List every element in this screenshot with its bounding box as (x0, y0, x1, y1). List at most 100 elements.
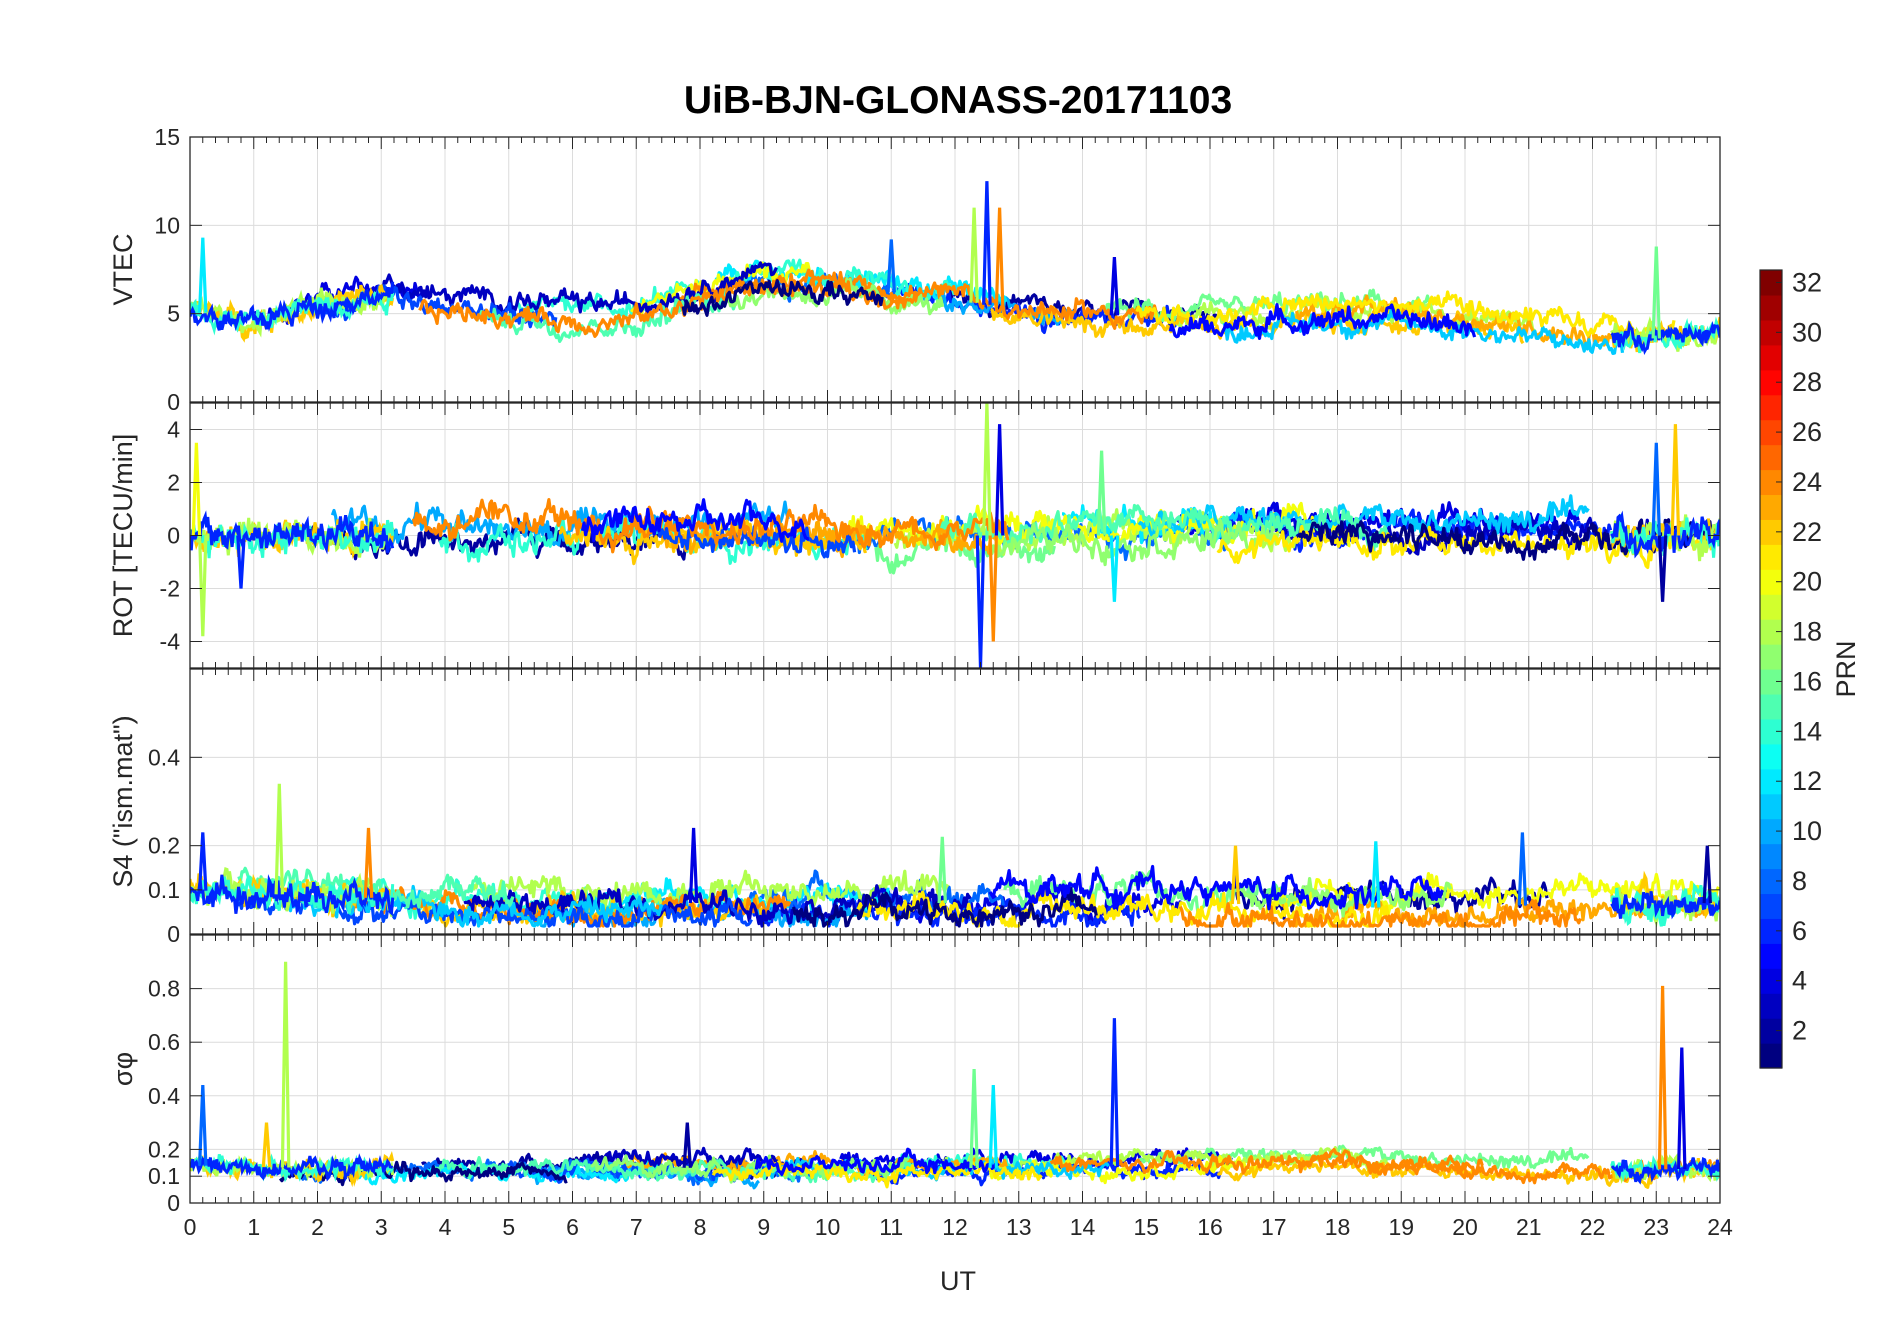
colorbar-tick-label: 14 (1792, 716, 1822, 746)
track-spike (886, 239, 896, 293)
satellite-track (1135, 290, 1676, 342)
track-spike (937, 836, 947, 904)
x-tick-label: 0 (184, 1214, 197, 1240)
y-tick-label: 5 (167, 301, 180, 327)
track-spike (198, 832, 208, 891)
track-spike (1517, 832, 1528, 906)
colorbar-swatch (1760, 394, 1782, 421)
track-spike (280, 961, 291, 1168)
colorbar-tick-label: 6 (1792, 916, 1807, 946)
track-spike (1651, 246, 1661, 339)
panel-vtec-tracks (190, 181, 1720, 356)
track-spike (198, 237, 208, 313)
track-spike (1371, 841, 1381, 908)
colorbar-swatch (1760, 893, 1782, 919)
x-tick-label: 24 (1707, 1214, 1733, 1240)
panel-rot: -4 -2 0 2 4 ROT [TECU/min] (108, 402, 1721, 669)
satellite-track (622, 503, 1010, 552)
y-axis-label-sigma: σφ (108, 1052, 138, 1086)
y-tick-label: 4 (167, 417, 180, 443)
track-spike (1109, 535, 1120, 602)
y-tick-label: 10 (154, 212, 180, 238)
colorbar-swatch (1760, 444, 1782, 471)
colorbar-swatch (1760, 918, 1782, 944)
track-spike (994, 424, 1005, 536)
colorbar-swatch (1760, 793, 1782, 820)
x-tick-label: 1 (247, 1214, 260, 1240)
track-spike (982, 403, 992, 536)
colorbar-tick-label: 28 (1792, 367, 1822, 397)
colorbar-swatch (1760, 718, 1782, 745)
colorbar-swatch (1760, 818, 1782, 845)
y-tick-label: 0.8 (148, 976, 180, 1002)
y-tick-label: 0.2 (148, 833, 180, 859)
track-spike (1657, 535, 1668, 602)
x-tick-label: 16 (1197, 1214, 1223, 1240)
y-tick-label: 0.6 (148, 1029, 180, 1055)
x-tick-label: 21 (1516, 1214, 1542, 1240)
colorbar-swatch (1760, 768, 1782, 795)
satellite-track (988, 864, 1444, 911)
colorbar-swatch (1760, 494, 1782, 520)
satellite-track (874, 527, 1056, 575)
x-tick-label: 18 (1325, 1214, 1351, 1240)
colorbar-swatch (1760, 544, 1782, 570)
colorbar-swatch (1760, 619, 1782, 645)
track-spike (969, 1068, 979, 1169)
track-spike (261, 1122, 272, 1168)
track-spike (274, 783, 284, 895)
track-spike (1230, 845, 1241, 905)
colorbar-swatch (1760, 669, 1782, 695)
satellite-track (1049, 1147, 1484, 1176)
colorbar-swatch (1760, 968, 1782, 994)
x-tick-label: 2 (311, 1214, 324, 1240)
y-axis-label-s4: S4 ("ism.mat") (108, 715, 138, 887)
track-spike (682, 1122, 692, 1168)
x-tick-label: 10 (815, 1214, 841, 1240)
x-tick-label: 9 (757, 1214, 770, 1240)
track-spike (1670, 424, 1681, 536)
track-spike (236, 535, 246, 589)
y-tick-label: -2 (160, 576, 180, 602)
track-spike (988, 535, 998, 642)
colorbar-swatch (1760, 569, 1782, 595)
x-tick-label: 11 (879, 1214, 903, 1240)
satellite-track (190, 1153, 394, 1183)
colorbar-swatch (1760, 943, 1782, 969)
colorbar-tick-label: 20 (1792, 567, 1822, 597)
track-spike (994, 207, 1005, 308)
track-spike (688, 827, 699, 904)
x-tick-label: 3 (375, 1214, 388, 1240)
x-tick-label: 23 (1643, 1214, 1669, 1240)
satellite-track (1137, 494, 1590, 539)
panel-vtec: 0 5 10 15 VTEC (108, 124, 1721, 415)
x-tick-label: 7 (630, 1214, 643, 1240)
satellite-track (1178, 899, 1582, 928)
track-spike (975, 535, 986, 668)
satellite-track (190, 510, 395, 555)
satellite-track (190, 874, 395, 917)
colorbar-swatch (1760, 270, 1782, 296)
colorbar-tick-label: 16 (1792, 666, 1822, 696)
track-spike (969, 207, 979, 303)
track-spike (1657, 985, 1668, 1170)
satellite-track (1168, 303, 1477, 340)
satellite-track (190, 281, 395, 332)
colorbar-tick-label: 18 (1792, 617, 1822, 647)
x-tick-label: 8 (694, 1214, 707, 1240)
track-spike (1677, 1047, 1687, 1170)
colorbar-tick-label: 22 (1792, 517, 1822, 547)
y-tick-label: 0.4 (148, 1083, 180, 1109)
satellite-track (748, 1156, 1110, 1182)
satellite-track (516, 258, 956, 318)
satellite-track (1239, 877, 1453, 918)
track-spike (1096, 450, 1107, 536)
satellite-track (754, 1147, 1000, 1176)
colorbar-tick-label: 24 (1792, 467, 1822, 497)
colorbar-swatch (1760, 868, 1782, 895)
satellite-track (1137, 1144, 1590, 1170)
panel-sigma-tracks (190, 961, 1720, 1190)
colorbar-swatch (1760, 469, 1782, 496)
colorbar-swatch (1760, 993, 1782, 1019)
